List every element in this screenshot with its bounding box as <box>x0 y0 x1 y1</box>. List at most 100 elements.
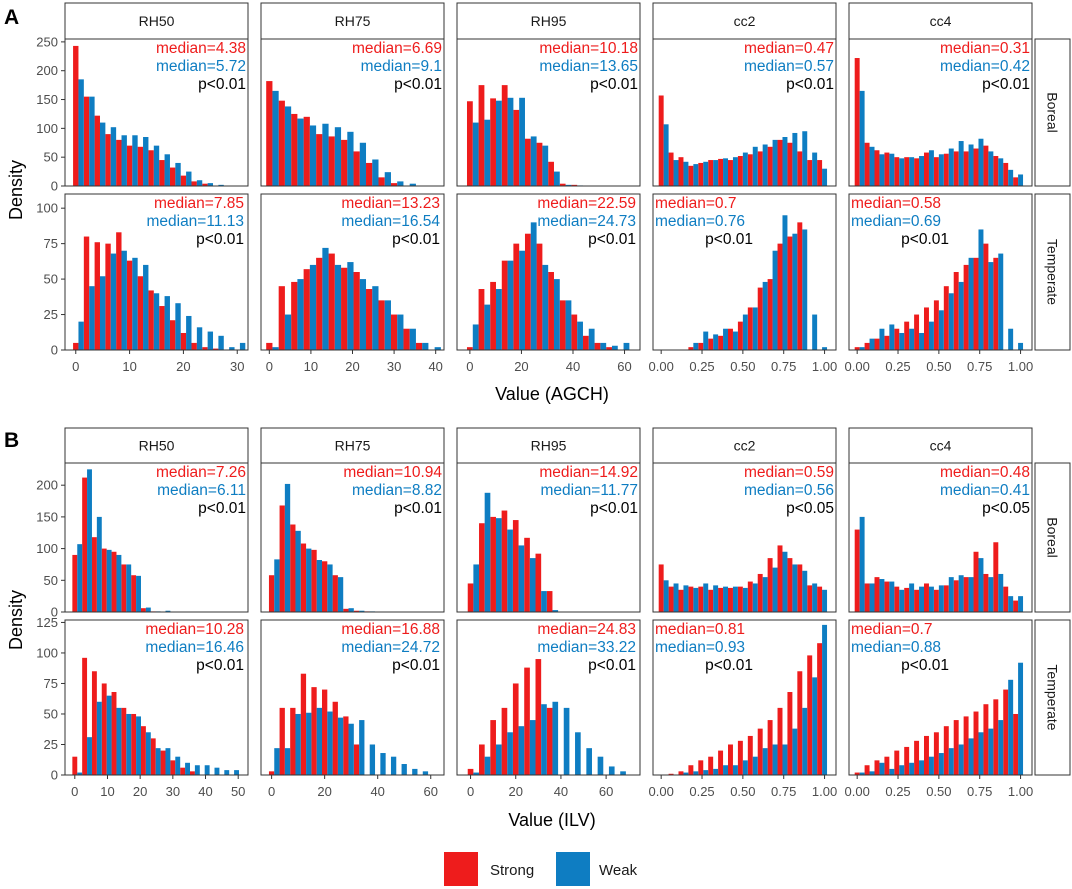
bar-weak <box>87 737 92 775</box>
bar-weak <box>337 577 344 612</box>
panel-border <box>260 38 445 187</box>
bar-weak <box>879 154 885 186</box>
bar-strong <box>894 750 900 775</box>
x-axis-title: Value (ILV) <box>508 810 595 830</box>
bar-strong <box>536 243 543 350</box>
bar-weak <box>611 345 618 350</box>
annotation-median-strong: median=10.18 <box>539 40 638 57</box>
bar-weak <box>542 264 549 350</box>
bar-strong <box>290 707 296 775</box>
y-tick-label: 50 <box>44 272 58 287</box>
bar-strong <box>904 157 910 186</box>
bar-weak <box>988 151 994 186</box>
bar-weak <box>782 137 788 186</box>
bar-strong <box>378 177 385 186</box>
bar-strong <box>708 756 714 775</box>
bar-weak <box>204 765 210 775</box>
bar-weak <box>99 122 106 186</box>
bar-strong <box>854 58 860 186</box>
strip-label-rh50: RH50 <box>139 13 175 29</box>
y-tick-label: 50 <box>44 150 58 165</box>
bar-strong <box>159 306 165 350</box>
bar-strong <box>767 279 773 350</box>
bar-weak <box>703 583 709 612</box>
bar-weak <box>542 145 549 186</box>
bar-weak <box>723 586 729 612</box>
bar-strong <box>478 289 485 350</box>
bar-strong <box>688 165 694 186</box>
strip-label-rh75: RH75 <box>335 13 371 29</box>
bar-strong <box>737 321 743 350</box>
bar-strong <box>290 524 296 612</box>
bar-weak <box>348 608 354 612</box>
annotation-median-weak: median=0.93 <box>655 639 745 656</box>
bar-weak <box>1018 662 1024 775</box>
bar-strong <box>933 732 939 775</box>
annotation-pvalue: p<0.01 <box>590 500 638 517</box>
row-strip-temperate <box>1034 193 1071 351</box>
bar-weak <box>899 332 905 350</box>
bar-strong <box>101 683 107 775</box>
bar-strong <box>854 529 860 612</box>
panel-border <box>64 193 249 351</box>
bar-weak <box>859 772 865 775</box>
bar-weak <box>565 184 572 186</box>
y-tick-label: 125 <box>36 615 58 630</box>
bar-weak <box>207 183 214 186</box>
bar-strong <box>718 158 724 186</box>
bar-strong <box>718 750 724 775</box>
strip-rh95 <box>456 427 641 464</box>
bar-weak <box>77 772 83 775</box>
bar-weak <box>507 97 514 186</box>
bar-strong <box>983 145 989 186</box>
bar-weak <box>234 770 240 775</box>
bar-strong <box>415 342 423 350</box>
bar-weak <box>136 716 141 775</box>
y-tick-label: 250 <box>36 34 58 49</box>
x-tick-label: 60 <box>599 784 613 799</box>
bar-weak <box>214 767 220 775</box>
bar-weak <box>802 707 808 775</box>
bar-strong <box>291 281 298 350</box>
panel-border <box>260 619 445 776</box>
bar-strong <box>943 726 949 775</box>
bar-strong <box>737 740 743 775</box>
bar-weak <box>879 762 885 775</box>
bar-weak <box>792 728 798 775</box>
bar-weak <box>909 762 915 775</box>
bar-weak <box>988 262 994 350</box>
annotation-pvalue: p<0.01 <box>198 76 246 93</box>
bar-strong <box>524 537 530 612</box>
bar-strong <box>378 300 385 350</box>
annotation-median-weak: median=16.46 <box>145 639 244 656</box>
bar-strong <box>180 332 187 350</box>
bar-weak <box>495 518 502 612</box>
bar-weak <box>484 304 491 350</box>
bar-strong <box>91 671 97 775</box>
bar-strong <box>266 81 273 186</box>
y-tick-label: 75 <box>44 676 58 691</box>
x-tick-label: 1.00 <box>1008 359 1033 374</box>
bar-strong <box>658 564 664 612</box>
bar-strong <box>366 289 373 350</box>
bar-strong <box>366 162 373 186</box>
bar-weak <box>1008 596 1014 612</box>
bar-strong <box>747 307 753 350</box>
bar-weak <box>284 314 292 350</box>
bar-strong <box>403 328 410 350</box>
x-tick-label: 0.25 <box>885 359 910 374</box>
figure-A-group: A RH50 RH75 RH95 cc2 cc4 Boreal Temperate Densit… <box>4 2 1071 404</box>
legend-strong-label: Strong <box>490 862 534 879</box>
bar-strong <box>170 760 176 775</box>
bar-weak <box>552 701 559 775</box>
bar-strong <box>300 673 307 775</box>
bar-strong <box>322 689 328 775</box>
bar-strong <box>757 287 763 350</box>
bar-weak <box>529 720 536 775</box>
panel-border <box>848 193 1033 351</box>
annotation-median-weak: median=0.69 <box>851 213 941 230</box>
bar-strong <box>983 243 989 350</box>
bar-weak <box>297 279 304 350</box>
bar-strong <box>501 707 508 775</box>
